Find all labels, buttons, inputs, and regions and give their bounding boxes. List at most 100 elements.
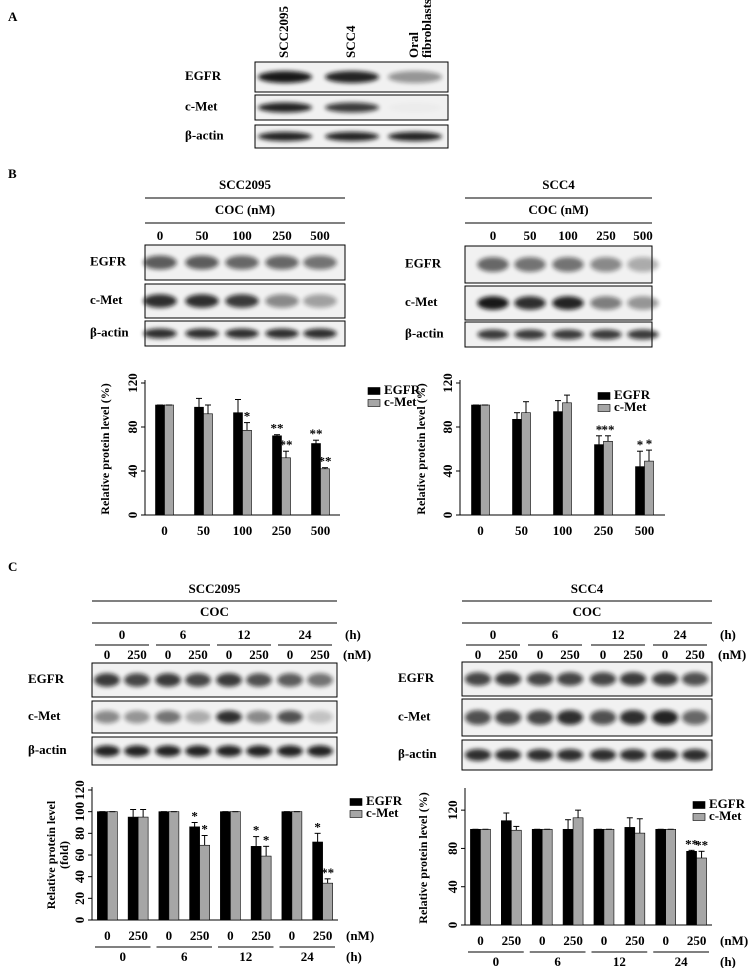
y-tick-label: 40 xyxy=(72,870,87,883)
band xyxy=(94,673,120,687)
bar xyxy=(512,418,522,516)
x-tick-label: 50 xyxy=(197,523,210,538)
significance: ** xyxy=(685,836,698,851)
band xyxy=(477,329,509,340)
dose-label: 250 xyxy=(498,647,518,662)
band xyxy=(494,672,522,686)
lane-label: 0 xyxy=(490,228,497,243)
x-tick-label: 500 xyxy=(311,523,331,538)
legend-label: EGFR xyxy=(384,382,421,397)
band xyxy=(155,710,181,724)
band xyxy=(143,255,177,270)
bar xyxy=(470,828,481,926)
band xyxy=(514,329,546,340)
lane-label: 0 xyxy=(157,228,164,243)
band xyxy=(185,255,219,270)
group-label: 6 xyxy=(181,949,188,964)
band xyxy=(216,673,242,687)
bar xyxy=(250,846,262,921)
group-label: 12 xyxy=(613,954,626,968)
y-tick-label: 60 xyxy=(72,849,87,862)
band xyxy=(303,255,337,270)
significance: * xyxy=(646,436,653,451)
band xyxy=(651,672,679,686)
row-label: β-actin xyxy=(398,746,437,761)
x-tick-label: 250 xyxy=(190,928,210,943)
band xyxy=(124,710,150,724)
x-tick-label: 250 xyxy=(502,933,522,948)
bar xyxy=(320,468,330,516)
lane-label: 100 xyxy=(558,228,578,243)
bar xyxy=(521,412,531,516)
band xyxy=(387,131,443,142)
unit-label: (nM) xyxy=(718,647,746,662)
significance: * xyxy=(191,808,198,823)
significance: * xyxy=(314,819,321,834)
band xyxy=(277,745,303,757)
y-tick-label: 80 xyxy=(445,842,460,855)
bar xyxy=(242,429,252,516)
bar xyxy=(501,820,512,926)
legend-swatch xyxy=(692,801,706,809)
x-tick-label: 0 xyxy=(227,928,234,943)
x-tick-label: 250 xyxy=(594,523,614,538)
band xyxy=(556,749,584,761)
row-label: EGFR xyxy=(28,671,65,686)
legend-swatch xyxy=(597,404,611,412)
band xyxy=(526,710,554,725)
band xyxy=(303,328,337,339)
x-tick-label: 250 xyxy=(563,933,583,948)
bar xyxy=(155,404,165,516)
band xyxy=(589,710,617,725)
time-label: 0 xyxy=(119,627,126,642)
panel-label: C xyxy=(8,559,17,574)
band xyxy=(225,328,259,339)
band xyxy=(94,745,120,757)
time-label: 24 xyxy=(299,627,313,642)
bar xyxy=(189,826,200,921)
dose-label: 0 xyxy=(226,647,233,662)
significance: * xyxy=(253,823,260,838)
legend-label: c-Met xyxy=(614,399,647,414)
unit-label: (h) xyxy=(345,627,361,642)
band xyxy=(590,257,622,272)
band xyxy=(627,296,659,310)
band xyxy=(464,710,492,725)
bar xyxy=(624,827,636,926)
bar xyxy=(97,811,108,921)
legend-label: c-Met xyxy=(709,808,742,823)
band xyxy=(477,296,509,310)
y-tick-label: 0 xyxy=(440,512,455,519)
dose-label: 0 xyxy=(537,647,544,662)
y-tick-label: 0 xyxy=(125,512,140,519)
x-tick-label: 100 xyxy=(233,523,253,538)
band xyxy=(619,749,647,761)
y-axis-label: Relative protein level (%) xyxy=(414,383,428,515)
bar xyxy=(281,457,291,516)
bar xyxy=(194,406,204,516)
band xyxy=(155,745,181,757)
significance: * xyxy=(596,422,603,437)
unit-label: (nM) xyxy=(720,933,748,948)
bar xyxy=(168,811,180,921)
bar xyxy=(230,811,241,921)
legend-swatch xyxy=(349,798,363,806)
band xyxy=(124,673,150,687)
row-label: β-actin xyxy=(90,324,129,339)
time-label: 0 xyxy=(490,627,497,642)
bar xyxy=(511,829,522,926)
band xyxy=(619,710,647,725)
y-tick-label: 80 xyxy=(440,421,455,434)
x-tick-label: 250 xyxy=(251,928,271,943)
band xyxy=(185,710,211,724)
x-tick-label: 500 xyxy=(635,523,655,538)
band xyxy=(143,294,177,308)
significance: ** xyxy=(602,422,615,437)
row-label: EGFR xyxy=(90,253,127,268)
bar xyxy=(281,811,293,921)
band xyxy=(526,749,554,761)
band xyxy=(627,257,659,272)
blot-title: SCC2095 xyxy=(219,177,272,192)
band xyxy=(307,673,333,687)
band xyxy=(185,673,211,687)
